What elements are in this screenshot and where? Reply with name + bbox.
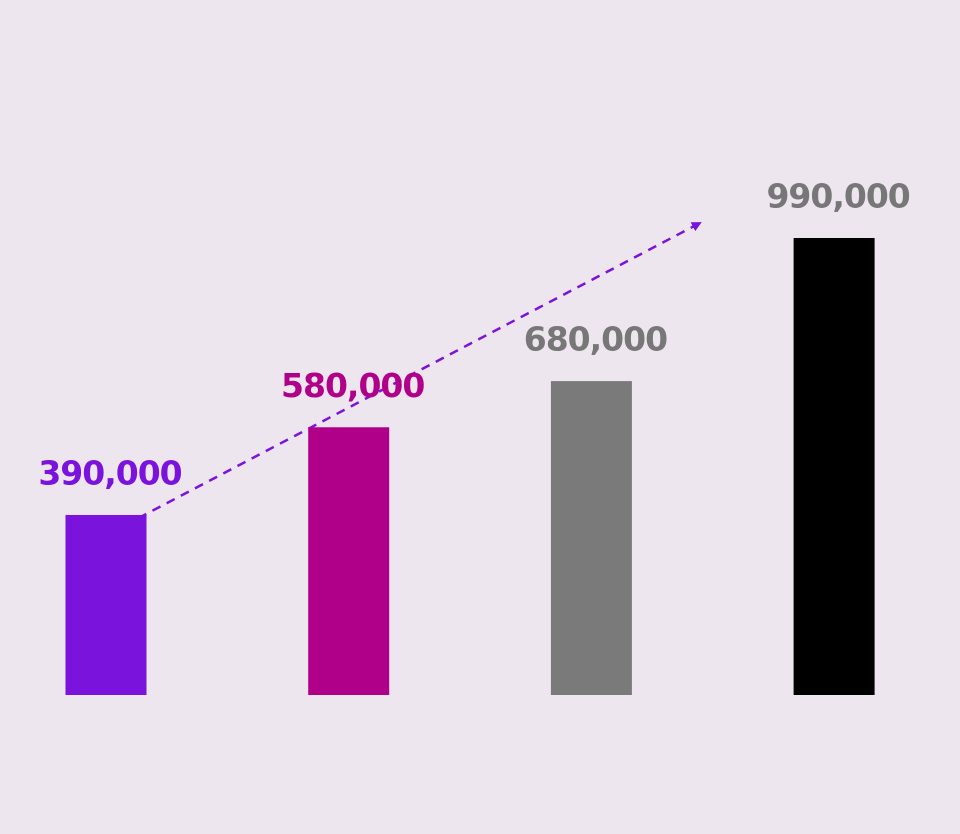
value-label: 580,000: [281, 366, 424, 405]
value-label: 390,000: [38, 453, 181, 492]
bar: [65, 514, 147, 695]
bar: [308, 427, 390, 695]
value-label: 990,000: [766, 177, 909, 216]
value-label: 680,000: [524, 320, 667, 359]
bar: [550, 381, 632, 695]
bar: [793, 238, 875, 695]
